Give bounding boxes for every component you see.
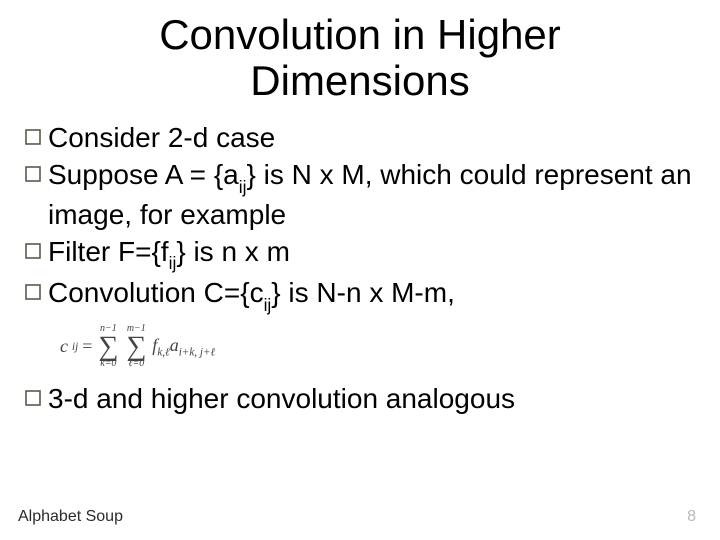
formula-term2-sub: i+k, j+ℓ (179, 347, 215, 359)
footer-left: Alphabet Soup (18, 508, 123, 526)
bullet-list: Consider 2-d case Suppose A = {aij} is N… (18, 120, 702, 416)
sigma-symbol-icon: ∑ (126, 334, 146, 359)
square-bullet-icon (24, 165, 42, 183)
bullet-item: Convolution C={cij} is N-n x M-m, (24, 275, 702, 314)
sigma-2: m−1 ∑ ℓ=0 (126, 324, 146, 369)
formula-text: cij = n−1 ∑ k=0 m−1 ∑ ℓ=0 fk,ℓai+k, j+ℓ (60, 324, 702, 369)
page-number: 8 (687, 508, 696, 526)
slide: Convolution in Higher Dimensions Conside… (0, 0, 720, 540)
sigma-1-bot: k=0 (100, 359, 116, 369)
bullet-item: 3-d and higher convolution analogous (24, 381, 702, 416)
bullet-item: Consider 2-d case (24, 120, 702, 155)
slide-title: Convolution in Higher Dimensions (18, 12, 702, 104)
formula-block: cij = n−1 ∑ k=0 m−1 ∑ ℓ=0 fk,ℓai+k, j+ℓ (60, 324, 702, 369)
square-bullet-icon (24, 128, 42, 146)
square-bullet-icon (24, 283, 42, 301)
formula-term2: a (170, 335, 179, 355)
formula-term1-sub: k,ℓ (157, 347, 169, 359)
bullet-item: Suppose A = {aij} is N x M, which could … (24, 157, 702, 231)
bullet-text: Convolution C={cij} is N-n x M-m, (48, 275, 455, 314)
square-bullet-icon (24, 242, 42, 260)
bullet-item: Filter F={fij} is n x m (24, 234, 702, 273)
bullet-text: Consider 2-d case (48, 120, 275, 155)
bullet-text: 3-d and higher convolution analogous (48, 381, 515, 416)
title-line-2: Dimensions (250, 57, 469, 104)
sigma-symbol-icon: ∑ (98, 334, 118, 359)
square-bullet-icon (24, 389, 42, 407)
formula-lhs: c (60, 336, 68, 357)
sigma-2-bot: ℓ=0 (128, 359, 144, 369)
bullet-text: Filter F={fij} is n x m (48, 234, 290, 273)
formula-eq: = (82, 336, 92, 357)
sigma-1: n−1 ∑ k=0 (98, 324, 118, 369)
title-line-1: Convolution in Higher (159, 11, 561, 58)
formula-lhs-sub: ij (72, 341, 78, 353)
bullet-text: Suppose A = {aij} is N x M, which could … (48, 157, 702, 231)
